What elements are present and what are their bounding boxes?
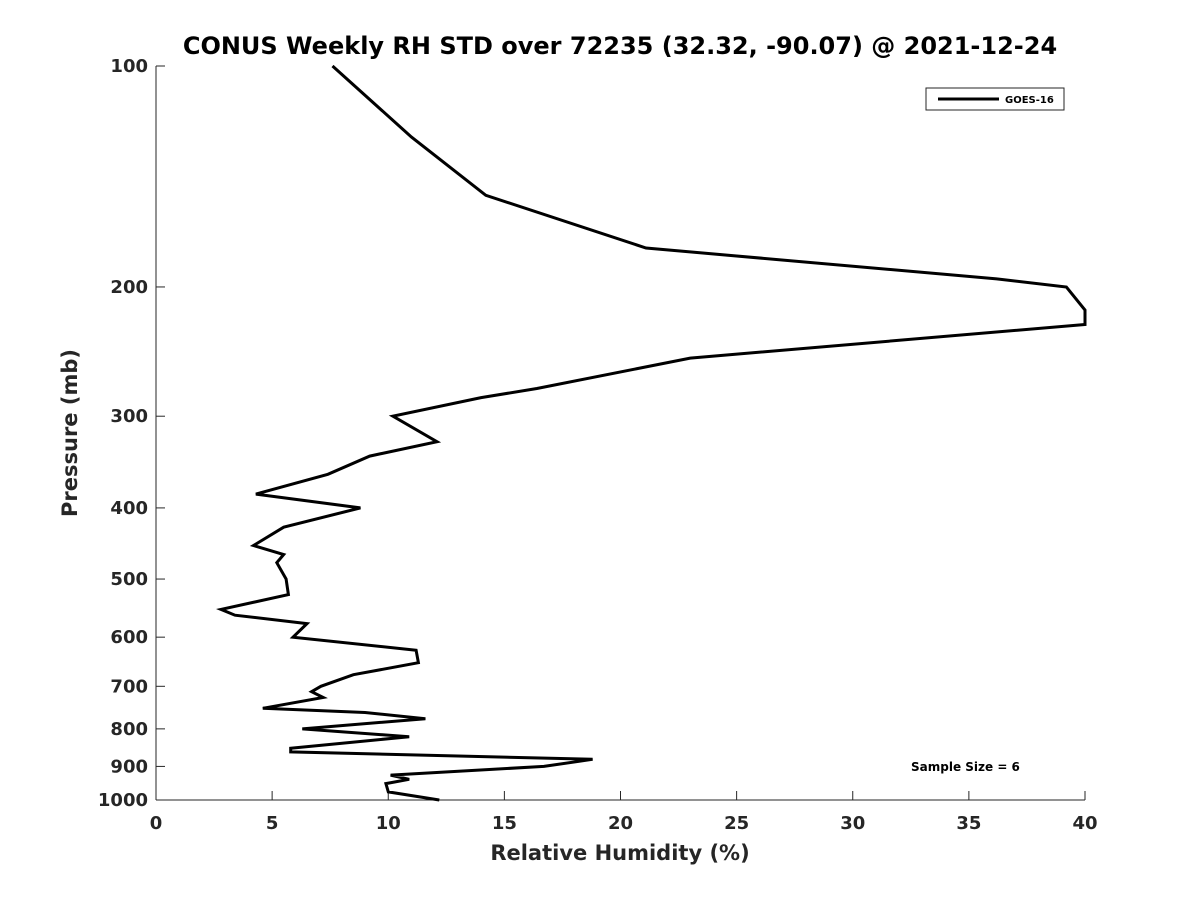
y-tick-label: 800 — [110, 719, 148, 740]
sample-size-annotation: Sample Size = 6 — [911, 760, 1020, 774]
x-tick-label: 30 — [840, 813, 865, 834]
axes: 0 5 10 15 20 25 30 35 40 100 200 300 400 500 600 700 800… — [98, 56, 1098, 834]
x-axis-label: Relative Humidity (%) — [490, 841, 749, 865]
y-tick-label: 600 — [110, 627, 148, 648]
y-axis-label: Pressure (mb) — [58, 349, 82, 517]
y-tick-label: 300 — [110, 406, 148, 427]
series-layer — [216, 64, 1087, 802]
x-tick-label: 15 — [492, 813, 517, 834]
y-tick-label: 200 — [110, 277, 148, 298]
y-tick-label: 100 — [110, 56, 148, 77]
y-tick-label: 700 — [110, 676, 148, 697]
x-tick-label: 35 — [956, 813, 981, 834]
x-tick-label: 10 — [376, 813, 401, 834]
y-tick-label: 1000 — [98, 790, 148, 811]
x-tick-label: 25 — [724, 813, 749, 834]
chart-title: CONUS Weekly RH STD over 72235 (32.32, -… — [183, 32, 1057, 60]
legend: GOES-16 — [925, 87, 1065, 111]
series-line-goes-16 — [216, 64, 1087, 802]
x-tick-label: 5 — [266, 813, 279, 834]
y-tick-label: 500 — [110, 569, 148, 590]
x-tick-label: 40 — [1072, 813, 1097, 834]
legend-label-goes-16: GOES-16 — [1005, 95, 1054, 106]
y-tick-label: 400 — [110, 498, 148, 519]
x-tick-label: 20 — [608, 813, 633, 834]
x-tick-label: 0 — [150, 813, 163, 834]
y-tick-label: 900 — [110, 756, 148, 777]
